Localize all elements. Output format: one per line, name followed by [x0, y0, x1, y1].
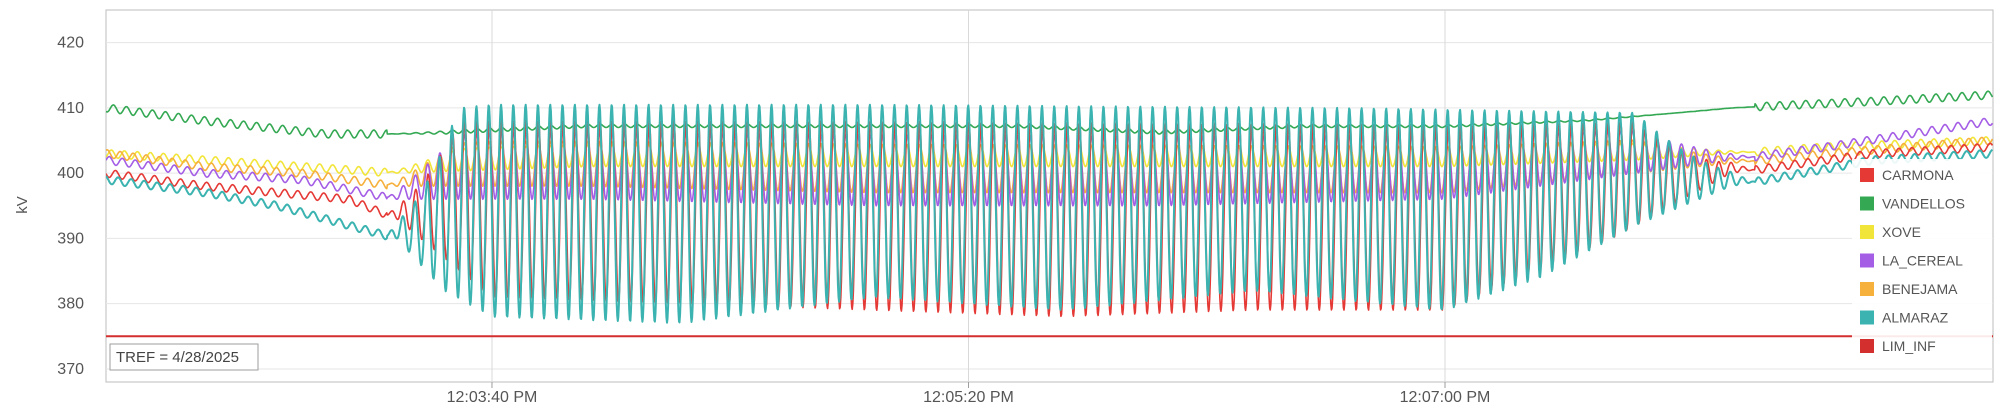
reference-box: TREF = 4/28/2025	[109, 343, 259, 371]
y-tick-label: 410	[57, 100, 84, 117]
x-tick-label: 12:07:00 PM	[1400, 389, 1491, 406]
legend: CARMONA VANDELLOS XOVE LA_CEREAL BENEJAMA ALM…	[1852, 159, 1992, 367]
series-line-la_cereal	[106, 117, 1993, 207]
legend-swatch-carmona	[1860, 168, 1874, 182]
legend-label-lim_inf: LIM_INF	[1882, 338, 1936, 354]
legend-label-carmona: CARMONA	[1882, 167, 1954, 183]
reference-label: TREF = 4/28/2025	[116, 349, 239, 366]
y-tick-label: 400	[57, 165, 84, 182]
legend-label-vandellos: VANDELLOS	[1882, 196, 1965, 212]
y-tick-label: 380	[57, 296, 84, 313]
y-tick-label: 390	[57, 230, 84, 247]
legend-swatch-vandellos	[1860, 196, 1874, 211]
y-axis-label: kV	[14, 196, 31, 214]
axes: 370 380 390 400 410 420 12:03:40 PM 12:05:20 PM…	[57, 35, 1490, 406]
legend-label-almaraz: ALMARAZ	[1882, 310, 1949, 326]
legend-background	[1852, 159, 1992, 367]
legend-swatch-almaraz	[1860, 310, 1874, 325]
x-tick-label: 12:05:20 PM	[923, 389, 1014, 406]
grid-lines	[106, 10, 1993, 382]
legend-label-la_cereal: LA_CEREAL	[1882, 253, 1963, 269]
legend-label-benejama: BENEJAMA	[1882, 281, 1958, 297]
legend-swatch-la_cereal	[1860, 253, 1874, 268]
legend-swatch-lim_inf	[1860, 339, 1874, 353]
series-line-almaraz	[106, 103, 1993, 324]
legend-swatch-xove	[1860, 225, 1874, 239]
series-lines	[106, 90, 1993, 338]
y-tick-label: 420	[57, 35, 84, 52]
x-tick-label: 12:03:40 PM	[447, 389, 538, 406]
legend-label-xove: XOVE	[1882, 224, 1921, 240]
y-tick-label: 370	[57, 361, 84, 378]
series-line-vandellos	[106, 90, 1993, 139]
legend-swatch-benejama	[1860, 282, 1874, 296]
